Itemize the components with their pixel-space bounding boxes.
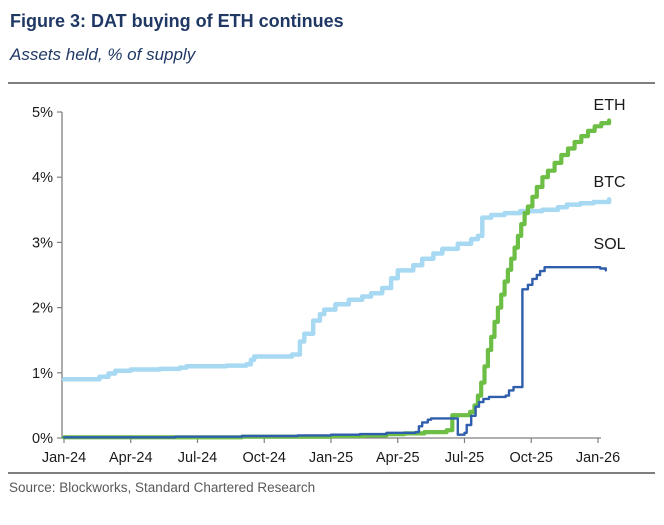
figure-subtitle: Assets held, % of supply <box>10 45 196 64</box>
y-tick-label: 1% <box>32 366 53 382</box>
line-chart: 0% 1% 2% 3% 4% 5% Jan-24 Apr-24 Jul-24 Oct-24 Jan-… <box>32 97 626 466</box>
series-label-eth: ETH <box>594 97 626 114</box>
y-tick-label: 2% <box>32 301 53 317</box>
footer-divider <box>8 472 655 474</box>
header-divider <box>8 82 655 84</box>
series-line-sol <box>62 266 607 439</box>
y-tick-label: 0% <box>32 431 53 447</box>
y-tick-label: 3% <box>32 235 53 251</box>
source-note: Source: Blockworks, Standard Chartered R… <box>9 480 316 495</box>
x-tick-label: Jan-25 <box>309 450 353 466</box>
x-tick-label: Jul-25 <box>445 450 485 466</box>
figure-title: Figure 3: DAT buying of ETH continues <box>10 11 344 31</box>
x-tick-label: Jul-24 <box>178 450 218 466</box>
series-label-btc: BTC <box>594 174 626 191</box>
y-tick-label: 4% <box>32 170 53 186</box>
x-tick-label: Oct-24 <box>242 450 286 466</box>
x-tick-label: Apr-25 <box>376 450 420 466</box>
x-tick-label: Oct-25 <box>509 450 553 466</box>
series-line-btc <box>61 197 612 382</box>
y-tick-label: 5% <box>32 105 53 121</box>
x-tick-label: Jan-24 <box>42 450 86 466</box>
x-tick-label: Apr-24 <box>109 450 153 466</box>
x-tick-label: Jan-26 <box>576 450 620 466</box>
series-label-sol: SOL <box>594 236 626 253</box>
series-line-eth <box>61 118 612 440</box>
